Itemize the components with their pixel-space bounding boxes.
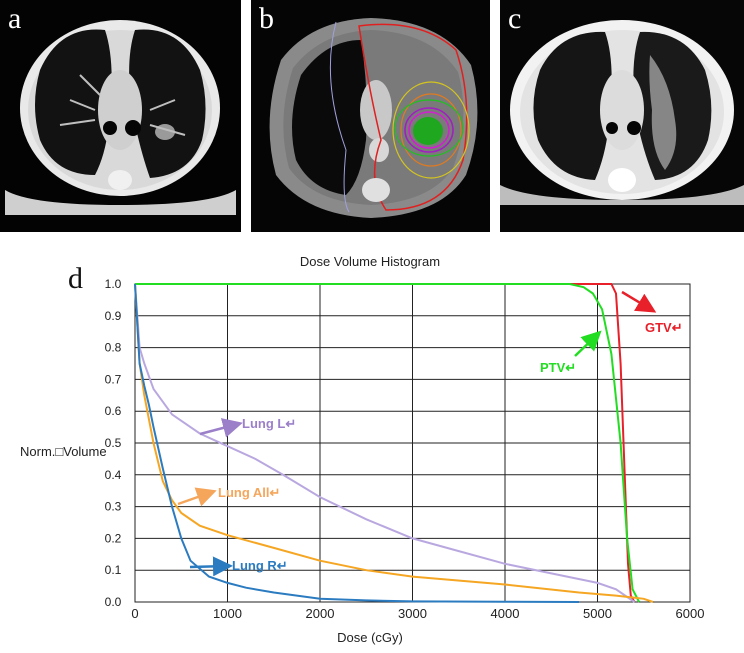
x-axis-label: Dose (cGy) bbox=[337, 630, 403, 645]
annotation-arrow bbox=[189, 556, 233, 577]
chart-series bbox=[134, 283, 654, 603]
panel-label-d: d bbox=[68, 262, 83, 295]
y-tick-label: 0.4 bbox=[105, 468, 122, 482]
x-tick-label: 0 bbox=[131, 606, 138, 621]
annotation-label: PTV↵ bbox=[540, 360, 576, 375]
y-tick-label: 0.3 bbox=[105, 500, 122, 514]
y-tick-label: 1.0 bbox=[105, 277, 122, 291]
x-tick-label: 6000 bbox=[676, 606, 705, 621]
annotation-arrow bbox=[621, 290, 657, 313]
x-tick-label: 2000 bbox=[306, 606, 335, 621]
series-line-ptv bbox=[135, 283, 640, 603]
chart-ticks: 0 1000 2000 3000 4000 5000 6000 0.0 0.1 0.2 0.3 0.4… bbox=[105, 277, 705, 621]
x-tick-label: 5000 bbox=[583, 606, 612, 621]
y-tick-label: 0.9 bbox=[105, 309, 122, 323]
annotation-label: Lung All↵ bbox=[218, 485, 280, 500]
annotation-label: Lung R↵ bbox=[232, 558, 288, 573]
series-line-lung-l bbox=[134, 283, 636, 603]
annotation-label: Lung L↵ bbox=[242, 416, 296, 431]
y-tick-label: 0.5 bbox=[105, 436, 122, 450]
y-tick-label: 0.7 bbox=[105, 372, 122, 386]
panel-label-c: c bbox=[508, 2, 522, 35]
annotation-arrow bbox=[199, 418, 243, 438]
annotation-arrow bbox=[177, 487, 217, 507]
chart-annotations: GTV↵ PTV↵ Lung L↵ Lung All↵ Lung R↵ bbox=[177, 290, 683, 577]
y-tick-label: 0.8 bbox=[105, 341, 122, 355]
panel-label-b: b bbox=[259, 2, 274, 35]
series-line-lung-all bbox=[134, 283, 654, 603]
series-line-gtv bbox=[135, 283, 636, 603]
ct-scan-icon bbox=[500, 0, 744, 232]
x-tick-label: 3000 bbox=[398, 606, 427, 621]
dose-plan-icon bbox=[251, 0, 490, 232]
y-tick-label: 0.0 bbox=[105, 595, 122, 609]
panel-label-a: a bbox=[8, 2, 22, 35]
chart-title: Dose Volume Histogram bbox=[300, 254, 440, 269]
ct-image-panel-c: c bbox=[500, 0, 744, 232]
y-tick-label: 0.6 bbox=[105, 404, 122, 418]
annotation-label: GTV↵ bbox=[645, 320, 683, 335]
y-tick-label: 0.2 bbox=[105, 531, 122, 545]
x-tick-label: 4000 bbox=[491, 606, 520, 621]
y-tick-label: 0.1 bbox=[105, 563, 122, 577]
annotation-arrow bbox=[574, 330, 602, 357]
ct-image-panel-b: b bbox=[251, 0, 490, 232]
ct-image-panel-a: a bbox=[0, 0, 241, 232]
y-axis-label: Norm.□Volume bbox=[20, 444, 107, 459]
series-line-lung-r bbox=[134, 283, 580, 603]
x-tick-label: 1000 bbox=[213, 606, 242, 621]
dvh-chart: Dose Volume Histogram Norm.□Volume Dose … bbox=[20, 254, 705, 645]
ct-scan-icon bbox=[0, 0, 241, 232]
